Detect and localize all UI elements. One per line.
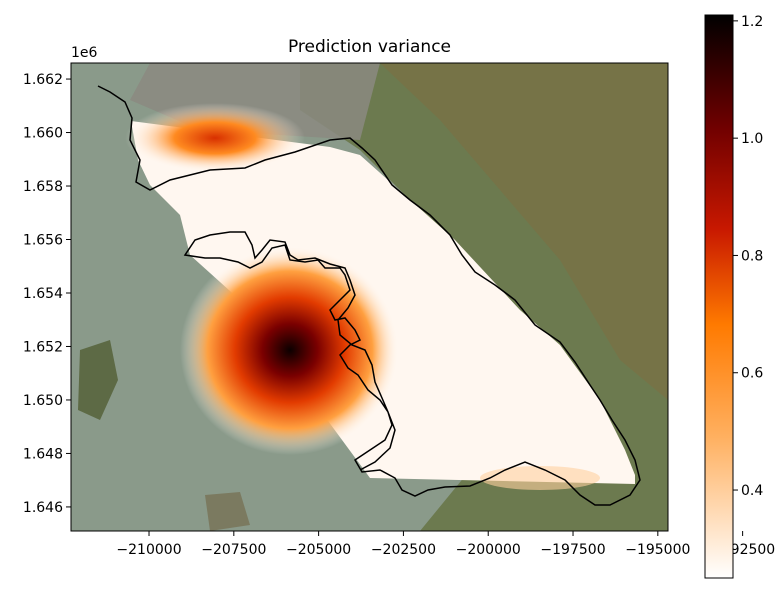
variance-field (125, 103, 635, 490)
colorbar-ticks: 0.4 0.6 0.8 1.0 1.2 (733, 14, 763, 499)
colorbar-gradient (704, 14, 734, 579)
colorbar-tick-label: 1.0 (741, 131, 763, 147)
y-tick-label: 1.658 (23, 179, 63, 195)
x-tick-label: −200000 (456, 542, 521, 558)
x-tick-label: −202500 (371, 542, 436, 558)
x-tick-label: −205000 (286, 542, 351, 558)
colorbar-tick-label: 0.8 (741, 248, 763, 264)
x-tick-label: −210000 (116, 542, 181, 558)
colorbar-tick-label: 0.6 (741, 366, 763, 382)
colorbar-tick-label: 1.2 (741, 14, 763, 30)
y-axis: 1.646 1.648 1.650 1.652 1.654 1.656 1.658 1.660… (23, 72, 71, 516)
y-tick-label: 1.662 (23, 72, 63, 88)
x-axis: −210000 −207500 −205000 −202500 −200000 −1975… (116, 531, 775, 558)
y-tick-label: 1.656 (23, 233, 63, 249)
boundary-outline (97, 85, 641, 506)
x-tick-label: −197500 (540, 542, 605, 558)
chart-title: Prediction variance (288, 37, 451, 57)
y-tick-label: 1.650 (23, 393, 63, 409)
basemap-hills (380, 63, 668, 400)
y-tick-label: 1.652 (23, 339, 63, 355)
x-tick-label: −195000 (625, 542, 690, 558)
y-tick-label: 1.660 (23, 126, 63, 142)
plot-area (71, 63, 668, 531)
axes-frame (70, 62, 669, 532)
x-tick-label: −207500 (201, 542, 266, 558)
basemap-island-south (205, 492, 250, 531)
colorbar: 0.4 0.6 0.8 1.0 1.2 (704, 14, 763, 579)
y-offset-label: 1e6 (71, 45, 98, 61)
variance-hotspot-southeast (480, 466, 600, 490)
y-tick-label: 1.646 (23, 500, 63, 516)
variance-hotspot-south (180, 245, 400, 455)
y-tick-label: 1.648 (23, 446, 63, 462)
basemap-island (78, 340, 118, 420)
variance-hotspot-north (125, 103, 305, 173)
y-tick-label: 1.654 (23, 286, 63, 302)
colorbar-tick-label: 0.4 (741, 483, 763, 499)
